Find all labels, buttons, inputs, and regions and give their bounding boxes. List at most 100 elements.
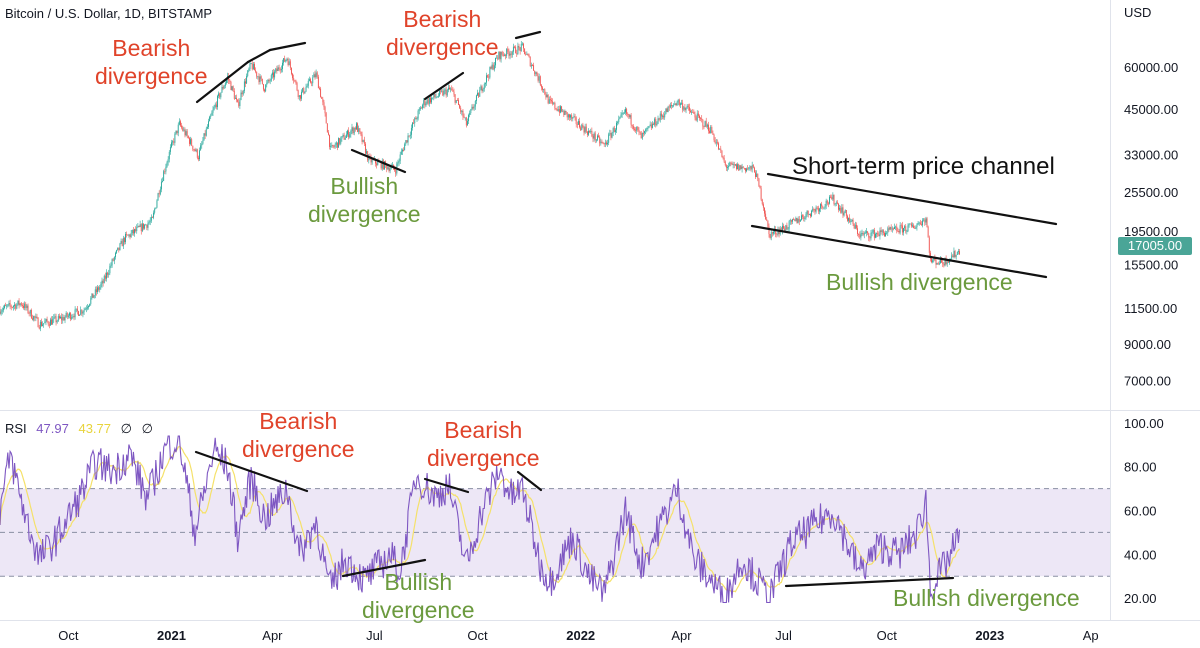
- candle-body: [544, 89, 546, 94]
- candle: [857, 225, 858, 237]
- candle-body: [844, 210, 846, 213]
- candle: [190, 136, 192, 146]
- candle: [844, 209, 846, 214]
- candle: [224, 81, 226, 89]
- candle-body: [214, 104, 216, 107]
- candle-body: [438, 90, 440, 96]
- candle-body: [552, 101, 554, 104]
- price-axis[interactable]: USD60000.0045000.0033000.0025500.0019500…: [1124, 5, 1178, 389]
- rsi-settings-icon[interactable]: ∅: [141, 421, 153, 436]
- candle: [765, 210, 767, 220]
- candle-body: [686, 105, 688, 109]
- candle: [109, 263, 111, 276]
- candle: [562, 108, 564, 113]
- candle-body: [631, 124, 633, 127]
- candle: [649, 121, 651, 127]
- candle: [731, 161, 733, 165]
- candle: [356, 121, 357, 130]
- candle: [872, 228, 874, 235]
- candle-body: [463, 116, 465, 118]
- candle: [30, 308, 32, 319]
- candle-body: [118, 247, 120, 250]
- candle-body: [937, 262, 939, 264]
- candle: [660, 110, 662, 120]
- candle: [236, 94, 237, 103]
- candle-body: [705, 121, 707, 127]
- candle: [111, 258, 113, 268]
- candle-body: [868, 233, 870, 238]
- candle: [60, 315, 61, 319]
- candle: [310, 77, 311, 84]
- candle: [62, 313, 64, 324]
- candle-body: [203, 133, 205, 141]
- candle-body: [886, 232, 888, 234]
- rsi-visibility-icon[interactable]: ∅: [120, 421, 132, 436]
- candle: [894, 223, 895, 230]
- price-tick-label: 15500.00: [1124, 258, 1178, 273]
- candle-body: [743, 168, 745, 169]
- candle: [767, 220, 769, 228]
- candle: [155, 207, 157, 210]
- candle-body: [175, 130, 177, 134]
- candle: [42, 321, 44, 327]
- candle: [157, 192, 159, 201]
- candle-body: [728, 166, 730, 168]
- candle-body: [258, 76, 260, 83]
- candle: [760, 185, 762, 202]
- candle-body: [312, 77, 314, 84]
- candle: [548, 96, 550, 104]
- candle-body: [901, 225, 903, 233]
- candle-body: [710, 126, 712, 134]
- candle-body: [785, 225, 787, 231]
- candle: [525, 51, 527, 56]
- candle: [730, 161, 732, 167]
- candle-body: [238, 101, 240, 107]
- candle: [711, 125, 713, 134]
- candle: [82, 310, 84, 318]
- candle-body: [945, 257, 947, 265]
- candle-body: [360, 131, 362, 135]
- candle: [123, 236, 125, 245]
- candle-body: [668, 106, 670, 108]
- candle: [353, 127, 355, 136]
- candle-body: [163, 171, 165, 181]
- candle-body: [665, 108, 667, 115]
- candle: [231, 85, 233, 91]
- candle: [598, 132, 600, 138]
- candle: [58, 313, 60, 320]
- candle: [664, 111, 666, 120]
- candle-body: [663, 115, 665, 118]
- candle-body: [90, 298, 92, 304]
- candle-body: [502, 54, 504, 56]
- candle: [302, 87, 304, 93]
- candle-body: [854, 224, 856, 229]
- candle: [897, 227, 899, 233]
- candle-body: [609, 133, 611, 135]
- candle-body: [334, 144, 336, 147]
- candle: [169, 144, 171, 155]
- candle: [280, 65, 282, 73]
- candle-body: [859, 234, 861, 238]
- candle: [152, 216, 153, 218]
- candle-body: [192, 145, 194, 150]
- candle-body: [267, 79, 269, 83]
- candle: [122, 235, 124, 249]
- candle-body: [143, 223, 144, 229]
- candle: [695, 115, 697, 122]
- candle: [895, 225, 897, 231]
- candle-body: [736, 164, 737, 170]
- time-tick-label: 2022: [566, 628, 595, 643]
- candle: [416, 116, 418, 122]
- candle-body: [442, 90, 444, 96]
- candle-body: [38, 327, 40, 329]
- candle-body: [493, 65, 495, 70]
- candle: [79, 314, 81, 316]
- candle: [759, 185, 761, 189]
- candle: [684, 103, 686, 112]
- candle: [196, 148, 198, 160]
- time-axis[interactable]: Oct 2021 Apr Jul Oct 2022 Apr Jul Oct 2023 Ap: [58, 628, 1098, 643]
- candle-body: [55, 316, 57, 323]
- candle: [912, 222, 913, 228]
- annotation-rsi-bullish-1: Bullish divergence: [362, 569, 475, 624]
